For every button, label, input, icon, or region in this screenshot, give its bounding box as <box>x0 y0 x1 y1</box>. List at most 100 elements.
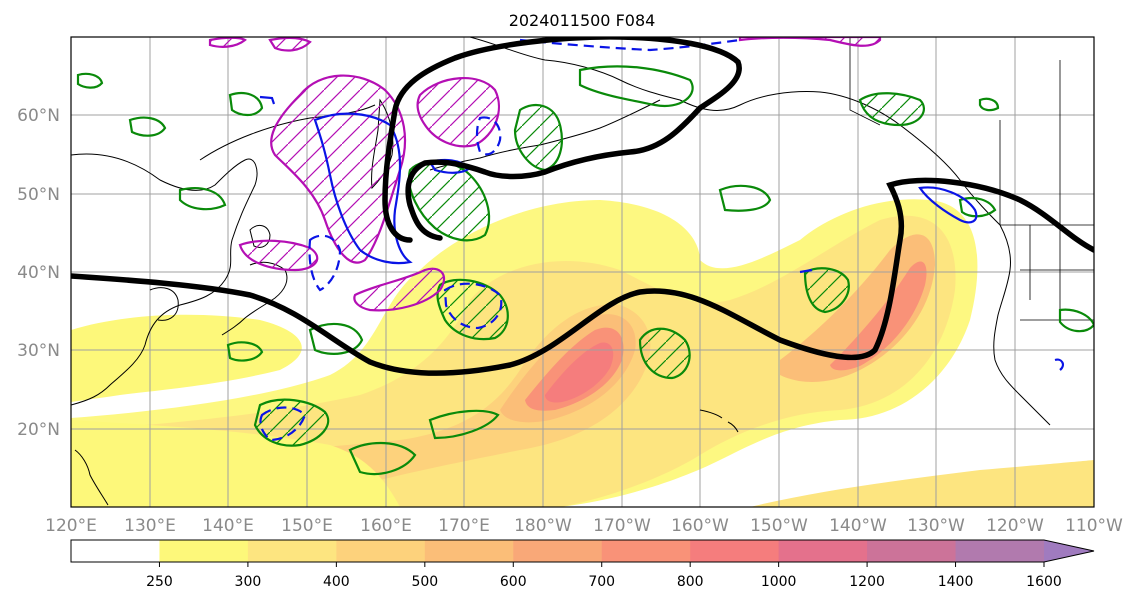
green-contour-5 <box>228 91 264 117</box>
colorbar-swatch <box>867 540 957 562</box>
green-contour-11 <box>958 196 997 218</box>
coast-alaska <box>469 37 1001 226</box>
green-region-subtropic <box>253 398 330 447</box>
lat-label: 60°N <box>17 106 60 126</box>
green-contour-4 <box>128 116 167 137</box>
colorbar-swatches <box>71 540 1045 562</box>
colorbar-level-label: 1600 <box>1026 574 1062 590</box>
jet-axis-south <box>71 177 1094 376</box>
latitude-labels: 60°N 50°N 40°N 30°N 20°N <box>17 106 60 440</box>
border-canada-prov <box>999 60 1061 225</box>
colorbar-swatch <box>955 540 1045 562</box>
magenta-region-bering <box>738 37 882 47</box>
colorbar-level-label: 1000 <box>761 574 797 590</box>
colorbar-extend-arrow <box>1044 540 1094 562</box>
magenta-region-central <box>353 267 446 312</box>
lon-label: 170°W <box>593 516 651 536</box>
lon-label: 130°E <box>124 516 176 536</box>
blue-contour-small-2 <box>799 268 813 274</box>
colorbar-frame <box>70 539 1095 563</box>
colorbar-swatch <box>778 540 868 562</box>
colorbar-swatch <box>690 540 780 562</box>
jet-axis-north <box>382 37 742 243</box>
magenta-region-top <box>208 37 247 48</box>
borders <box>849 37 1094 321</box>
green-region-southeast <box>638 327 691 380</box>
blue-contour-small-3 <box>1054 358 1064 371</box>
colorbar-swatch <box>71 540 160 562</box>
coast-korea <box>149 287 179 321</box>
blue-contour-dashed-5 <box>519 38 741 52</box>
lon-label: 110°W <box>1065 516 1123 536</box>
shade-band-west <box>71 314 302 402</box>
green-region-central <box>436 278 509 341</box>
colorbar-swatch <box>247 540 337 562</box>
lon-label: 150°W <box>750 516 808 536</box>
colorbar-swatch <box>513 540 603 562</box>
green-region-east <box>803 267 850 314</box>
green-contour-2 <box>718 184 772 212</box>
magenta-region-kamchatka <box>270 74 407 264</box>
colorbar-swatch <box>336 540 426 562</box>
green-contour-12 <box>76 72 104 89</box>
colorbar-level-label: 700 <box>588 574 615 590</box>
lon-label: 120°E <box>45 516 97 536</box>
lon-label: 160°E <box>360 516 412 536</box>
lat-label: 20°N <box>17 420 60 440</box>
colorbar-level-label: 250 <box>146 574 173 590</box>
map-frame <box>70 36 1095 508</box>
coast-hawaii <box>699 409 739 433</box>
colorbar-level-label: 800 <box>677 574 704 590</box>
lat-label: 40°N <box>17 263 60 283</box>
green-contour-6 <box>226 341 264 362</box>
blue-contour-dashed-3 <box>259 406 307 442</box>
colorbar-level-label: 300 <box>235 574 262 590</box>
green-contour-7 <box>178 187 227 211</box>
colorbar-level-label: 400 <box>323 574 350 590</box>
green-contour-1 <box>578 65 694 108</box>
green-contour-10 <box>428 409 500 440</box>
blue-contour-dashed-4 <box>475 116 502 156</box>
green-contour-9 <box>348 441 417 476</box>
lon-label: 130°W <box>907 516 965 536</box>
colorbar-level-label: 1400 <box>938 574 974 590</box>
lon-label: 160°W <box>671 516 729 536</box>
blue-contour-solid-2 <box>918 186 978 224</box>
colorbar-level-label: 500 <box>411 574 438 590</box>
border-us-states <box>1020 225 1094 321</box>
shade-level-800-central <box>545 342 614 403</box>
blue-contour-dashed-2 <box>308 234 342 292</box>
lon-label: 120°W <box>986 516 1044 536</box>
shade-band-south <box>71 420 400 507</box>
colorbar-swatch <box>159 540 249 562</box>
lon-label: 180°W <box>514 516 572 536</box>
colorbar-swatch <box>601 540 691 562</box>
coast-taiwan-ph <box>74 449 109 506</box>
jet-axis <box>71 37 1094 376</box>
green-region-gulf <box>858 92 925 127</box>
green-region-aleut <box>513 103 563 172</box>
map-panel <box>70 36 1095 508</box>
green-contour-13 <box>978 97 1000 112</box>
colorbar-level-label: 600 <box>500 574 527 590</box>
colorbar-level-label: 1200 <box>849 574 885 590</box>
border-alaska-canada <box>849 37 881 126</box>
magenta-region-japan <box>238 239 319 272</box>
green-contours <box>76 65 1094 476</box>
lon-label: 140°E <box>202 516 254 536</box>
blue-contour-small-1 <box>259 95 276 105</box>
coast-asia <box>71 153 258 406</box>
colorbar-labels: 250 300 400 500 600 700 800 1000 1200 1400 1600 <box>146 562 1062 590</box>
colorbar: 250 300 400 500 600 700 800 1000 1200 1400 1600 <box>70 539 1095 590</box>
shade-southeast <box>750 460 1094 507</box>
colorbar-swatch <box>424 540 514 562</box>
magenta-region-top2 <box>268 37 312 52</box>
lon-label: 140°W <box>829 516 887 536</box>
shade-level-700-east <box>830 261 927 371</box>
lat-label: 50°N <box>17 185 60 205</box>
green-contour-3 <box>308 323 364 355</box>
magenta-contours <box>208 37 882 312</box>
longitude-labels: 120°E 130°E 140°E 150°E 160°E 170°E 180°… <box>45 516 1123 536</box>
lat-label: 30°N <box>17 341 60 361</box>
